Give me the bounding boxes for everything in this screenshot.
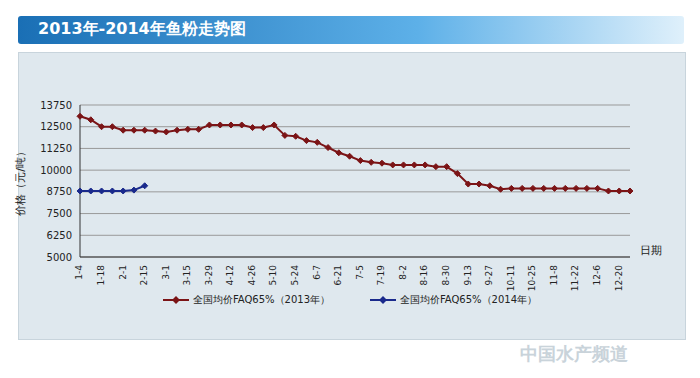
svg-text:5-24: 5-24: [290, 265, 300, 286]
svg-text:2-1: 2-1: [118, 265, 128, 280]
svg-text:8-2: 8-2: [398, 265, 408, 280]
svg-text:10000: 10000: [40, 165, 72, 176]
svg-text:1-4: 1-4: [74, 265, 84, 280]
svg-text:12-6: 12-6: [592, 265, 602, 286]
html-text:全国均价FAQ65%（2013年）: 全国均价FAQ65%（2013年）: [193, 294, 330, 305]
html-text:全国均价FAQ65%（2014年）: 全国均价FAQ65%（2014年）: [400, 294, 537, 305]
svg-text:11-22: 11-22: [570, 265, 580, 291]
svg-text:13750: 13750: [40, 100, 72, 111]
svg-text:7-19: 7-19: [376, 265, 386, 286]
svg-text:10-25: 10-25: [527, 265, 537, 291]
svg-text:6250: 6250: [47, 230, 72, 241]
html-text:日期: 日期: [640, 244, 662, 257]
svg-text:11250: 11250: [40, 143, 72, 154]
svg-text:3-15: 3-15: [182, 265, 192, 285]
html-text:2013年-2014年鱼粉走势图: 2013年-2014年鱼粉走势图: [38, 19, 246, 38]
svg-text:7500: 7500: [47, 208, 72, 219]
html-text:中国水产频道: 中国水产频道: [520, 343, 628, 364]
svg-text:4-12: 4-12: [225, 265, 235, 285]
svg-text:12500: 12500: [40, 121, 72, 132]
svg-text:11-8: 11-8: [549, 265, 559, 286]
svg-text:5-10: 5-10: [269, 265, 279, 286]
svg-text:7-5: 7-5: [355, 265, 365, 280]
svg-text:8-30: 8-30: [441, 265, 451, 286]
svg-text:3-29: 3-29: [204, 265, 214, 286]
svg-text:4-26: 4-26: [247, 265, 257, 286]
svg-text:3-1: 3-1: [161, 265, 171, 280]
svg-text:8-16: 8-16: [419, 265, 429, 286]
svg-text:6-7: 6-7: [312, 265, 322, 280]
svg-text:10-11: 10-11: [506, 265, 516, 291]
svg-text:12-20: 12-20: [614, 265, 624, 291]
svg-text:8750: 8750: [47, 186, 72, 197]
svg-text:2-15: 2-15: [139, 265, 149, 285]
svg-text:价格（元/吨）: 价格（元/吨）: [14, 146, 27, 217]
svg-text:6-21: 6-21: [333, 265, 343, 285]
svg-text:9-13: 9-13: [463, 265, 473, 285]
svg-text:5000: 5000: [47, 252, 72, 263]
svg-text:9-27: 9-27: [484, 265, 494, 285]
svg-text:1-18: 1-18: [96, 265, 106, 286]
